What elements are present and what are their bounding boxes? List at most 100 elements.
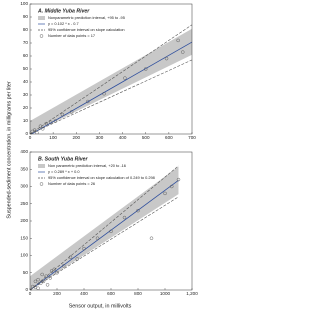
y-tick-label: 400: [20, 149, 28, 154]
y-tick-label: 100: [20, 253, 28, 258]
data-point: [176, 177, 181, 182]
legend-label: Number of data points = 26: [48, 181, 95, 186]
regression-line: [30, 179, 179, 290]
data-point: [45, 283, 50, 287]
x-tick-label: 400: [80, 291, 88, 296]
data-point: [60, 112, 65, 117]
plot-area: [30, 24, 192, 134]
x-tick-label: 1,200: [186, 291, 198, 296]
data-point: [36, 286, 40, 290]
legend-label: y = 0.102 * x - 0.7: [48, 21, 79, 26]
x-tick-label: 600: [165, 135, 173, 140]
y-tick-label: 80: [23, 27, 29, 32]
x-tick-label: 0: [29, 291, 32, 296]
x-axis-label: Sensor output, in millivolts: [69, 303, 132, 309]
y-tick-label: 150: [20, 235, 28, 240]
y-tick-label: 20: [23, 105, 29, 110]
data-point: [36, 277, 40, 282]
legend-swatch: [38, 164, 45, 168]
y-tick-label: 70: [23, 40, 29, 45]
data-point: [49, 269, 54, 273]
legend-label: Nonparametric prediction interval, +95 t…: [48, 15, 125, 20]
data-point: [32, 128, 37, 132]
x-tick-label: 300: [96, 135, 104, 140]
data-point: [40, 272, 44, 277]
data-point: [143, 67, 148, 71]
data-point: [41, 127, 45, 131]
data-point: [109, 229, 113, 234]
data-point: [52, 267, 57, 272]
data-point: [55, 271, 59, 275]
data-point: [164, 56, 169, 61]
legend-swatch: [39, 182, 44, 186]
panel-title: A. Middle Yuba River: [37, 8, 90, 14]
y-tick-label: 200: [20, 218, 28, 223]
y-tick-label: 300: [20, 184, 28, 189]
data-point: [122, 215, 127, 220]
data-point: [41, 279, 46, 284]
data-point: [136, 208, 140, 213]
confidence-line: [30, 24, 192, 134]
y-tick-label: 350: [20, 166, 28, 171]
y-tick-label: 50: [23, 270, 29, 275]
x-tick-label: 600: [107, 291, 115, 296]
data-point: [68, 255, 73, 259]
y-tick-label: 250: [20, 201, 28, 206]
data-point: [53, 119, 58, 123]
data-point: [163, 191, 167, 196]
data-point: [69, 110, 74, 114]
x-tick-label: 1000: [160, 291, 171, 296]
x-tick-label: 400: [119, 135, 127, 140]
y-axis-label: Suspended-sediment concentration, in mil…: [6, 81, 12, 218]
data-point: [82, 246, 86, 251]
data-point: [86, 99, 90, 104]
confidence-line: [30, 196, 179, 290]
y-tick-label: 0: [25, 287, 28, 292]
data-point: [176, 38, 180, 43]
legend-label: Non parametric prediction interval, +20 …: [48, 163, 126, 168]
y-tick-label: 40: [23, 79, 29, 84]
data-point: [49, 120, 53, 125]
data-point: [44, 121, 48, 126]
x-tick-label: 100: [49, 135, 57, 140]
legend-label: Number of data points = 17: [48, 33, 95, 38]
legend-swatch: [39, 34, 44, 38]
x-tick-label: 0: [29, 135, 32, 140]
data-point: [95, 236, 100, 240]
data-point: [39, 281, 43, 285]
data-point: [44, 274, 48, 278]
confidence-line: [30, 165, 179, 290]
data-point: [149, 236, 154, 240]
x-tick-label: 800: [134, 291, 142, 296]
y-tick-label: 100: [20, 1, 28, 6]
y-tick-label: 90: [23, 14, 29, 19]
x-tick-label: 700: [188, 135, 196, 140]
data-point: [123, 76, 127, 80]
x-tick-label: 200: [72, 135, 80, 140]
y-tick-label: 60: [23, 53, 29, 58]
data-point: [181, 50, 185, 54]
y-tick-label: 10: [23, 118, 29, 123]
data-point: [62, 264, 66, 268]
regression-line: [30, 41, 192, 134]
data-point: [48, 276, 52, 280]
data-point: [38, 124, 43, 128]
legend-label: y = 0.289 * x + 0.0: [48, 169, 80, 174]
prediction-band: [30, 28, 192, 134]
data-point: [35, 130, 39, 134]
legend-label: 95% confidence interval on slope calcula…: [48, 27, 125, 32]
data-point: [102, 91, 106, 96]
legend-label: 95% confidence interval on slope calcula…: [48, 175, 155, 180]
panel-title: B. South Yuba River: [38, 156, 89, 162]
confidence-line: [30, 59, 192, 134]
plot-area: [30, 165, 181, 290]
data-point: [75, 257, 79, 261]
y-tick-label: 50: [23, 66, 29, 71]
y-tick-label: 30: [23, 92, 29, 97]
x-tick-label: 200: [53, 291, 61, 296]
figure: Sensor output, in millivolts Suspended-s…: [6, 1, 198, 309]
data-point: [170, 184, 174, 189]
x-tick-label: 500: [142, 135, 150, 140]
data-point: [33, 279, 38, 284]
legend-swatch: [38, 16, 45, 20]
